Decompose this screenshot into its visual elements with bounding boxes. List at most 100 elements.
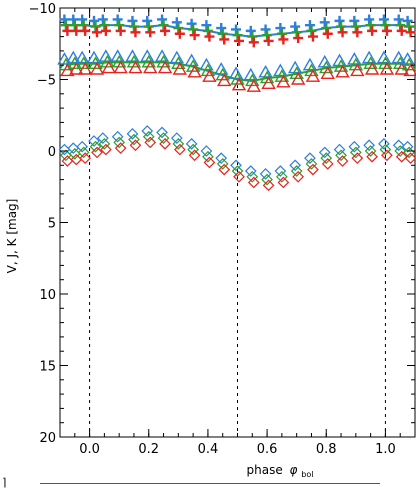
- plus-marker: [89, 15, 99, 26]
- x-tick-label: 1.0: [375, 442, 396, 457]
- triangle-marker: [172, 62, 188, 75]
- triangle-marker: [98, 49, 114, 62]
- plus-marker: [381, 25, 392, 36]
- triangle-marker: [128, 60, 143, 74]
- plus-marker: [145, 27, 156, 38]
- triangle-marker: [347, 52, 362, 65]
- plus-marker: [157, 14, 168, 25]
- diamond-marker: [262, 179, 275, 192]
- triangle-marker: [125, 49, 140, 62]
- plus-marker: [143, 21, 154, 32]
- plus-marker: [291, 27, 302, 38]
- triangle-marker: [259, 70, 275, 84]
- plus-marker: [127, 15, 138, 26]
- y-tick-label: 5: [48, 217, 56, 232]
- plus-marker: [275, 23, 286, 34]
- y-tick-label: 15: [39, 360, 56, 375]
- plus-marker: [97, 14, 108, 25]
- plus-marker: [69, 20, 80, 31]
- diamond-marker: [77, 146, 90, 159]
- axis-ticks: [59, 7, 416, 438]
- plus-marker: [263, 35, 274, 46]
- triangle-marker: [66, 50, 81, 64]
- diamond-marker: [91, 146, 103, 159]
- triangle-marker: [169, 50, 185, 64]
- plus-marker: [115, 25, 126, 36]
- plus-marker: [336, 21, 347, 32]
- triangle-marker: [86, 50, 102, 64]
- diamond-marker: [348, 140, 361, 153]
- triangle-marker: [335, 64, 350, 78]
- y-tick-label: 10: [39, 288, 56, 303]
- diamond-marker: [366, 150, 378, 163]
- triangle-marker: [243, 67, 258, 81]
- diamond-marker: [159, 138, 171, 150]
- x-tick-label: 0.0: [79, 442, 100, 457]
- diamond-marker: [247, 176, 260, 189]
- triangle-marker: [184, 53, 199, 67]
- plus-marker: [402, 15, 413, 26]
- plus-marker: [92, 27, 102, 38]
- plus-marker: [352, 27, 363, 38]
- plus-marker: [114, 20, 125, 31]
- diamond-marker: [246, 170, 259, 183]
- triangle-marker: [276, 74, 291, 88]
- triangle-marker: [273, 63, 288, 77]
- plus-marker: [71, 25, 82, 36]
- triangle-marker: [58, 57, 74, 71]
- plus-marker: [78, 20, 89, 31]
- triangle-marker: [89, 62, 105, 75]
- diamond-marker: [401, 140, 414, 153]
- diamond-marker: [276, 170, 288, 183]
- diamond-marker: [202, 150, 214, 163]
- triangle-marker: [394, 62, 409, 75]
- plus-marker: [68, 14, 79, 25]
- triangle-marker: [348, 57, 364, 71]
- plus-marker: [290, 21, 301, 32]
- plus-marker: [307, 31, 318, 42]
- triangle-marker: [57, 52, 72, 65]
- plus-marker: [234, 35, 244, 46]
- diamond-marker: [261, 173, 273, 186]
- triangle-marker: [378, 56, 393, 69]
- triangle-marker: [245, 73, 260, 87]
- triangle-marker: [289, 66, 304, 79]
- triangle-marker: [126, 54, 142, 68]
- plus-marker: [365, 20, 376, 31]
- diamond-marker: [111, 130, 124, 143]
- plus-marker: [364, 14, 375, 25]
- triangle-marker: [171, 56, 186, 69]
- plus-marker: [405, 27, 416, 38]
- plus-marker: [219, 34, 230, 45]
- diamond-marker: [89, 140, 102, 153]
- diamond-marker: [363, 139, 375, 152]
- diamond-marker: [126, 127, 139, 140]
- triangle-marker: [400, 52, 415, 65]
- triangle-marker: [154, 49, 170, 62]
- diamond-marker: [88, 135, 100, 147]
- triangle-marker: [401, 57, 416, 71]
- x-tick-label: 0.4: [198, 442, 219, 457]
- triangle-marker: [110, 49, 125, 62]
- diamond-marker: [333, 143, 346, 156]
- diamond-marker: [203, 156, 216, 169]
- plus-marker: [186, 18, 197, 29]
- plus-marker: [349, 15, 360, 26]
- diamond-marker: [289, 159, 302, 172]
- plus-marker: [128, 21, 139, 32]
- diamond-marker: [395, 150, 408, 163]
- triangle-marker: [228, 66, 244, 79]
- triangle-marker: [305, 69, 321, 82]
- triangle-marker: [333, 59, 349, 72]
- triangle-marker: [77, 62, 93, 75]
- triangle-marker: [261, 76, 276, 89]
- plus-marker: [60, 20, 71, 31]
- plus-marker: [248, 37, 259, 48]
- plus-marker: [404, 21, 415, 32]
- plus-marker: [380, 20, 391, 31]
- diamond-marker: [216, 158, 229, 170]
- triangle-marker: [113, 60, 128, 74]
- triangle-marker: [246, 79, 261, 92]
- diamond-marker: [113, 136, 126, 149]
- plus-marker: [276, 28, 287, 39]
